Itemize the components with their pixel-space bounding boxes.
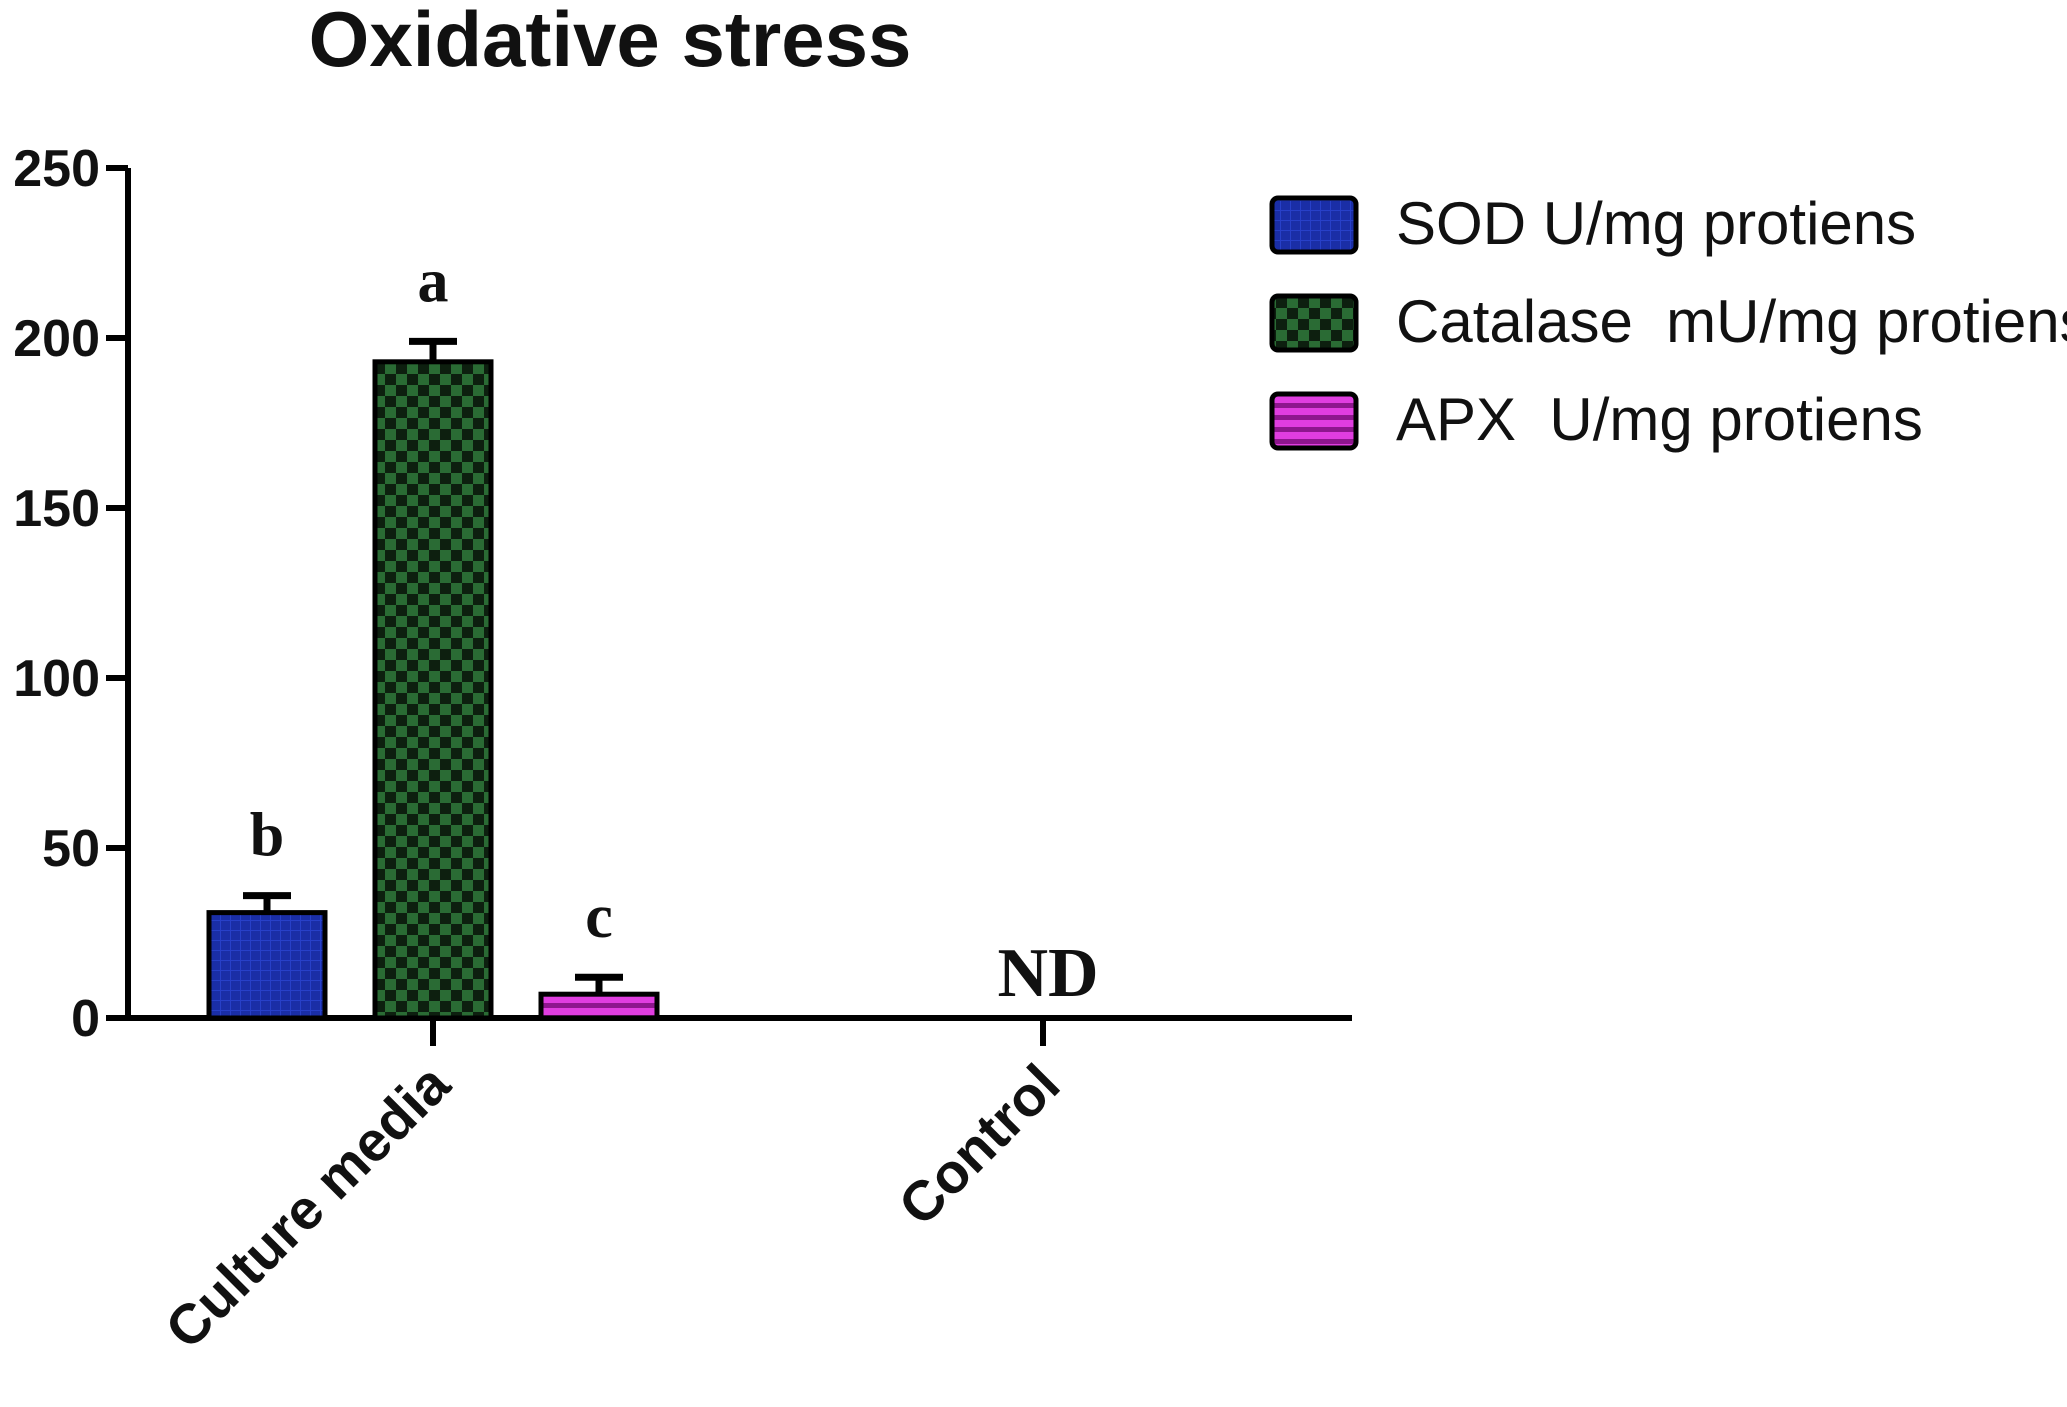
legend-swatch <box>1269 195 1359 255</box>
bar <box>206 910 328 1021</box>
legend-swatch <box>1269 391 1359 451</box>
significance-label: b <box>250 802 284 870</box>
bars: b a c ND <box>206 247 1099 1021</box>
chart-title: Oxidative stress <box>309 0 912 83</box>
y-tick-label: 150 <box>13 480 100 538</box>
y-tick-label: 0 <box>71 990 100 1048</box>
x-axis: Culture media Control <box>125 1015 1352 1361</box>
significance-label: c <box>585 883 613 951</box>
legend-label: SOD U/mg protiens <box>1396 190 1916 257</box>
y-axis: 0 50 100 150 200 250 <box>13 140 131 1048</box>
bar <box>538 991 660 1021</box>
not-detected-label: ND <box>997 935 1098 1012</box>
legend: SOD U/mg protiens Catalase mU/mg protiens… <box>1269 190 2067 453</box>
legend-label: Catalase mU/mg protiens <box>1396 288 2067 355</box>
legend-swatch <box>1269 293 1359 353</box>
legend-label: APX U/mg protiens <box>1396 386 1923 453</box>
x-category-label: Culture media <box>153 1051 462 1360</box>
y-tick-label: 250 <box>13 140 100 198</box>
bar <box>372 359 494 1021</box>
significance-label: a <box>418 247 449 315</box>
y-tick-label: 50 <box>42 820 100 878</box>
x-category-label: Control <box>886 1052 1071 1237</box>
y-tick-label: 100 <box>13 650 100 708</box>
y-tick-label: 200 <box>13 310 100 368</box>
